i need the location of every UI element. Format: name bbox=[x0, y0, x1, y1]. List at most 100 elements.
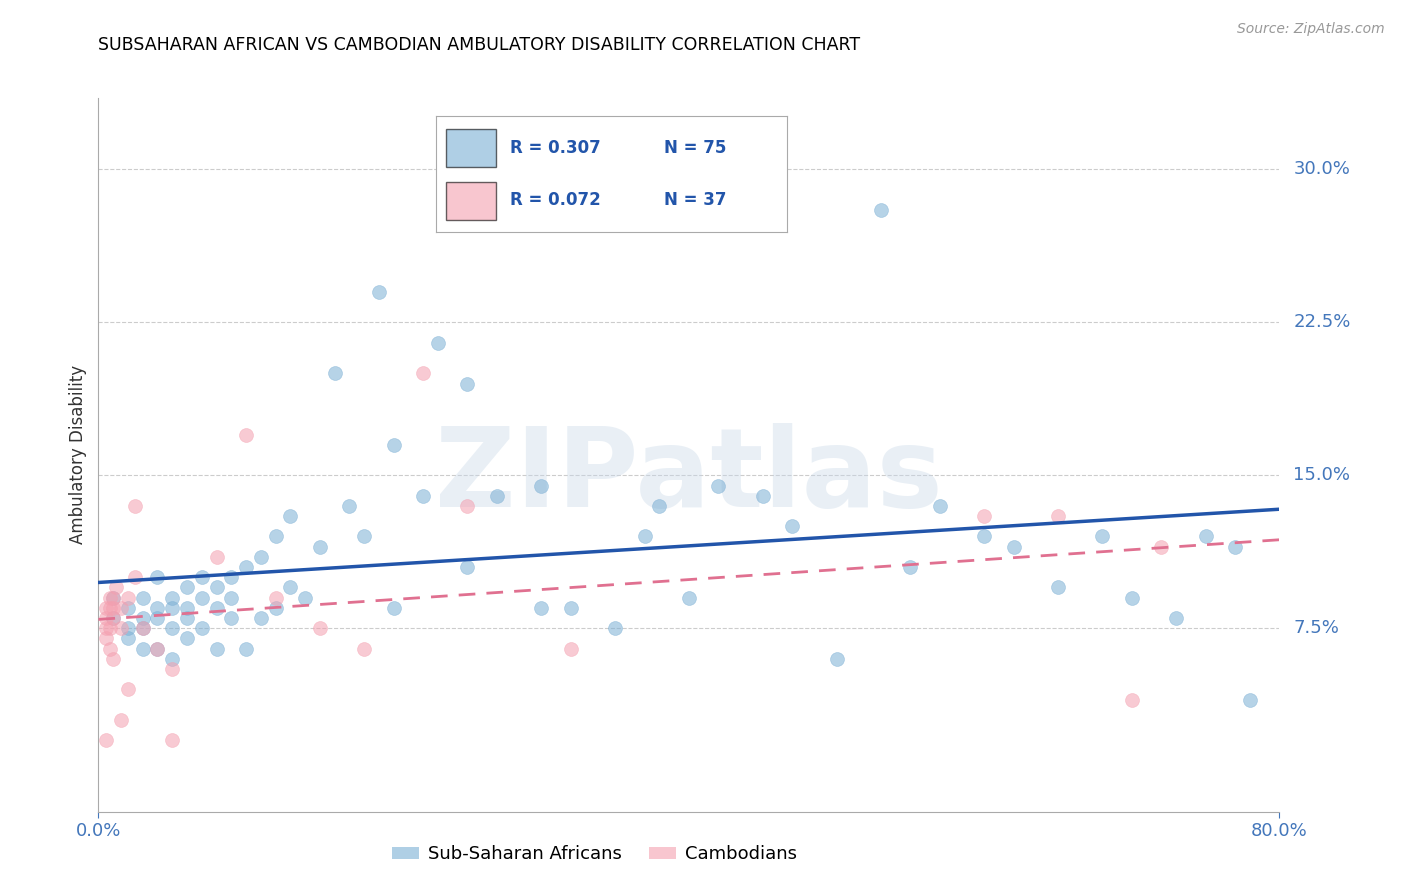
Point bbox=[1091, 529, 1114, 543]
Point bbox=[205, 641, 228, 656]
Text: R = 0.072: R = 0.072 bbox=[510, 191, 600, 209]
Point bbox=[456, 560, 478, 574]
FancyBboxPatch shape bbox=[447, 182, 496, 220]
Point bbox=[928, 499, 950, 513]
Point bbox=[176, 581, 198, 595]
Point bbox=[132, 611, 155, 625]
Y-axis label: Ambulatory Disability: Ambulatory Disability bbox=[69, 366, 87, 544]
Point bbox=[1223, 540, 1246, 554]
Point bbox=[191, 591, 214, 605]
FancyBboxPatch shape bbox=[447, 128, 496, 167]
Point bbox=[103, 600, 125, 615]
Point bbox=[94, 632, 117, 646]
Point bbox=[1121, 692, 1143, 706]
Point bbox=[427, 335, 450, 350]
Text: 30.0%: 30.0% bbox=[1294, 161, 1350, 178]
Point bbox=[132, 641, 155, 656]
Point bbox=[98, 621, 121, 635]
Point bbox=[382, 600, 405, 615]
Text: ZIPatlas: ZIPatlas bbox=[434, 423, 943, 530]
Point bbox=[973, 529, 995, 543]
Point bbox=[648, 499, 671, 513]
Point bbox=[176, 611, 198, 625]
Point bbox=[162, 600, 183, 615]
Point bbox=[191, 621, 214, 635]
Point bbox=[309, 540, 332, 554]
Point bbox=[103, 652, 125, 666]
Point bbox=[98, 600, 121, 615]
Point bbox=[162, 733, 183, 747]
Point bbox=[1195, 529, 1218, 543]
Point bbox=[117, 682, 139, 697]
Point bbox=[264, 600, 287, 615]
Point bbox=[110, 713, 132, 727]
Point bbox=[605, 621, 627, 635]
Point bbox=[264, 529, 287, 543]
Point bbox=[353, 641, 375, 656]
Point bbox=[98, 591, 121, 605]
Point bbox=[486, 489, 509, 503]
Point bbox=[1239, 692, 1261, 706]
Point bbox=[132, 591, 155, 605]
Point bbox=[162, 662, 183, 676]
Point bbox=[235, 641, 257, 656]
Point bbox=[132, 621, 155, 635]
Point bbox=[235, 427, 257, 442]
Point bbox=[146, 641, 169, 656]
Point bbox=[105, 581, 128, 595]
Point bbox=[309, 621, 332, 635]
Point bbox=[162, 591, 183, 605]
Point bbox=[162, 621, 183, 635]
Point bbox=[94, 621, 117, 635]
Point bbox=[456, 499, 478, 513]
Point bbox=[205, 581, 228, 595]
Point bbox=[250, 611, 273, 625]
Point bbox=[530, 478, 553, 492]
Point bbox=[124, 499, 146, 513]
Point bbox=[94, 611, 117, 625]
Point bbox=[278, 581, 302, 595]
Point bbox=[103, 591, 125, 605]
Point bbox=[1046, 509, 1069, 524]
Point bbox=[103, 591, 125, 605]
Legend: Sub-Saharan Africans, Cambodians: Sub-Saharan Africans, Cambodians bbox=[385, 838, 804, 871]
Point bbox=[94, 600, 117, 615]
Point bbox=[219, 570, 242, 584]
Text: N = 75: N = 75 bbox=[665, 139, 727, 157]
Point bbox=[124, 570, 146, 584]
Text: 7.5%: 7.5% bbox=[1294, 619, 1340, 637]
Point bbox=[219, 611, 242, 625]
Point bbox=[117, 621, 139, 635]
Point bbox=[146, 641, 169, 656]
Point bbox=[707, 478, 730, 492]
Point bbox=[368, 285, 391, 299]
Point bbox=[1164, 611, 1187, 625]
Point bbox=[900, 560, 922, 574]
Point bbox=[1002, 540, 1025, 554]
Point bbox=[337, 499, 360, 513]
Point bbox=[560, 641, 582, 656]
Point bbox=[278, 509, 302, 524]
Point bbox=[456, 376, 478, 391]
Point bbox=[353, 529, 375, 543]
Point bbox=[205, 600, 228, 615]
Point bbox=[825, 652, 848, 666]
Point bbox=[235, 560, 257, 574]
Point bbox=[117, 591, 139, 605]
Point bbox=[412, 489, 434, 503]
Point bbox=[176, 600, 198, 615]
Point bbox=[146, 600, 169, 615]
Point bbox=[382, 438, 405, 452]
Point bbox=[205, 549, 228, 564]
Point bbox=[1121, 591, 1143, 605]
Point bbox=[250, 549, 273, 564]
Point bbox=[146, 611, 169, 625]
Point bbox=[782, 519, 804, 533]
Point bbox=[191, 570, 214, 584]
Point bbox=[412, 367, 434, 381]
Point bbox=[264, 591, 287, 605]
Point bbox=[1046, 581, 1069, 595]
Point bbox=[633, 529, 655, 543]
Point bbox=[530, 600, 553, 615]
Point bbox=[176, 632, 198, 646]
